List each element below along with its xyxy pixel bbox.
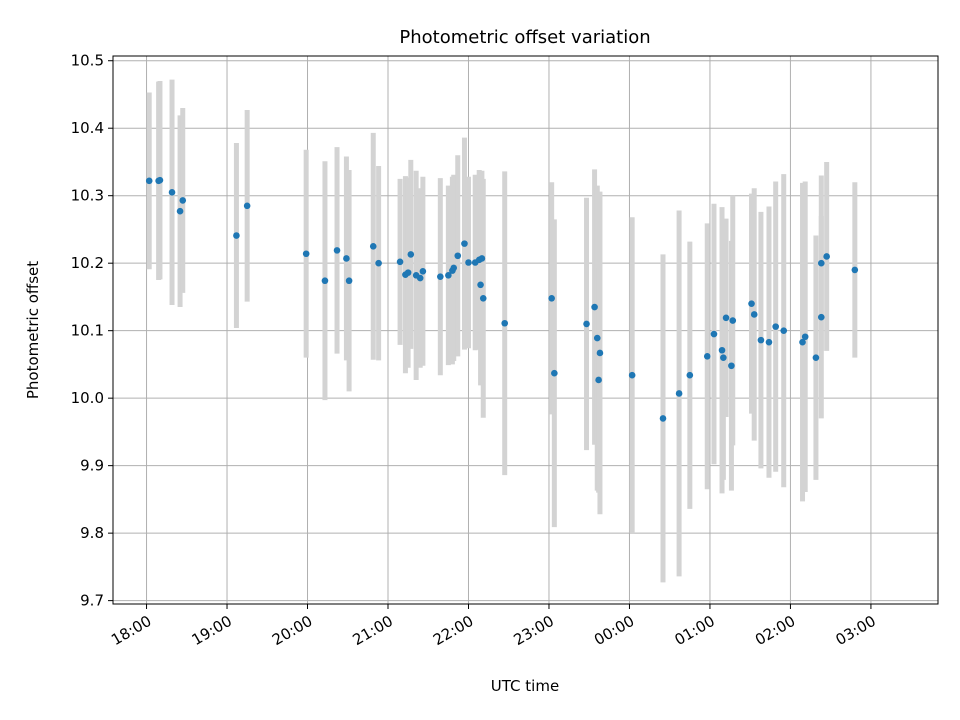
data-point bbox=[812, 354, 820, 361]
data-point bbox=[551, 369, 558, 377]
chart-title: Photometric offset variation bbox=[399, 27, 650, 48]
data-point bbox=[454, 252, 462, 260]
data-point bbox=[595, 376, 602, 384]
data-point bbox=[851, 266, 859, 274]
y-tick-label: 10.2 bbox=[71, 254, 104, 272]
x-axis-title: UTC time bbox=[491, 677, 559, 695]
data-point bbox=[437, 273, 444, 280]
y-axis-ticks: 9.7 9.8 9.9 10.0 10.1 10.2 10.3 10.4 10.5 bbox=[71, 52, 113, 610]
y-axis-title: Photometric offset bbox=[24, 261, 42, 399]
data-point bbox=[450, 264, 458, 272]
data-point bbox=[799, 338, 806, 346]
data-point bbox=[780, 327, 788, 334]
y-tick-label: 10.3 bbox=[71, 187, 104, 205]
data-point bbox=[703, 353, 711, 360]
data-point bbox=[179, 197, 187, 204]
y-tick-label: 10.4 bbox=[71, 119, 104, 137]
data-point bbox=[801, 333, 809, 341]
data-point bbox=[243, 202, 251, 210]
data-point bbox=[445, 272, 452, 279]
data-point bbox=[823, 253, 830, 260]
y-tick-label: 10.1 bbox=[71, 322, 104, 340]
data-point bbox=[583, 320, 590, 328]
data-point bbox=[748, 300, 755, 307]
data-point bbox=[145, 177, 153, 185]
data-point bbox=[321, 277, 329, 285]
data-point bbox=[302, 250, 310, 258]
data-point bbox=[628, 371, 636, 379]
data-point bbox=[407, 251, 415, 258]
data-point bbox=[343, 255, 350, 262]
data-point bbox=[596, 349, 604, 357]
data-point bbox=[479, 294, 487, 302]
data-point bbox=[593, 334, 601, 342]
y-tick-label: 9.9 bbox=[80, 457, 104, 475]
data-point bbox=[369, 243, 377, 250]
data-point bbox=[168, 189, 176, 196]
data-point bbox=[477, 281, 484, 289]
data-point bbox=[461, 240, 468, 247]
data-point bbox=[772, 323, 779, 330]
plot-frame bbox=[112, 55, 939, 605]
data-point bbox=[722, 314, 730, 322]
data-point bbox=[333, 247, 341, 254]
data-point bbox=[404, 269, 412, 276]
y-tick-label: 10.5 bbox=[71, 52, 104, 70]
data-point bbox=[817, 259, 825, 267]
data-point bbox=[156, 176, 164, 184]
data-point bbox=[345, 277, 353, 285]
data-point bbox=[729, 317, 737, 324]
data-point bbox=[765, 338, 773, 346]
data-point bbox=[548, 294, 555, 302]
data-point bbox=[718, 346, 726, 354]
data-point bbox=[176, 207, 184, 215]
data-point bbox=[686, 371, 694, 379]
data-point bbox=[757, 336, 765, 344]
data-points bbox=[145, 176, 859, 422]
data-point bbox=[465, 259, 472, 266]
data-point bbox=[375, 259, 382, 267]
data-point bbox=[659, 415, 667, 422]
data-point bbox=[591, 303, 598, 311]
data-point bbox=[396, 258, 404, 266]
data-point bbox=[478, 255, 486, 262]
data-point bbox=[501, 319, 509, 327]
data-point bbox=[710, 330, 718, 338]
data-point bbox=[750, 311, 758, 318]
data-point bbox=[720, 354, 727, 361]
y-tick-label: 10.0 bbox=[71, 389, 104, 407]
data-point bbox=[419, 267, 427, 275]
data-point bbox=[728, 362, 735, 370]
data-point bbox=[416, 274, 424, 282]
y-tick-label: 9.7 bbox=[80, 592, 104, 610]
y-tick-label: 9.8 bbox=[80, 524, 104, 542]
data-point bbox=[675, 390, 683, 397]
data-point bbox=[817, 313, 825, 321]
data-point bbox=[233, 232, 240, 239]
